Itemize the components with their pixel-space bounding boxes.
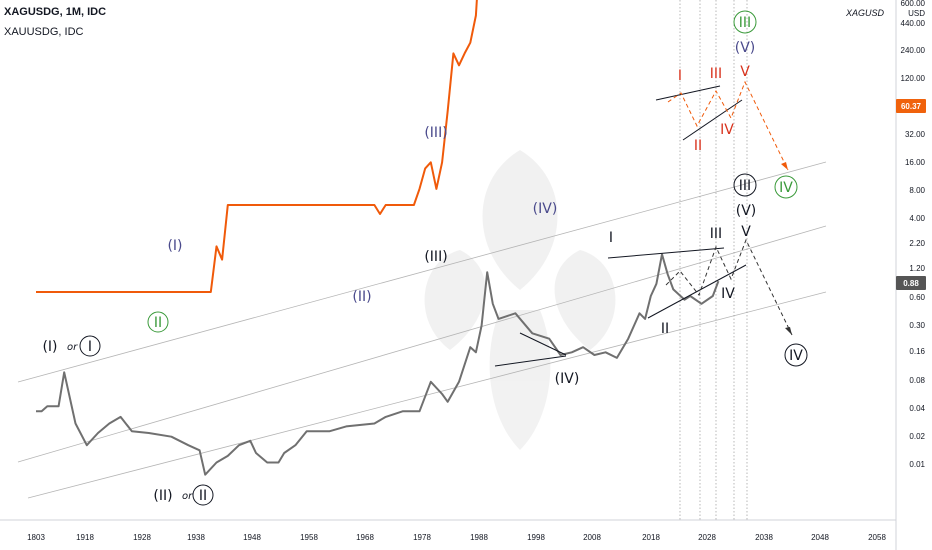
time-tick-label: 2028 <box>698 533 716 542</box>
time-tick-label: 2058 <box>868 533 886 542</box>
wave-label-silver-paren-iv: (IV) <box>533 201 558 217</box>
wave-label-ratio-cycle-i-circle <box>79 335 101 357</box>
wave-label-ratio-iii: III <box>710 226 722 242</box>
price-tag-silver-bg[interactable] <box>896 99 926 113</box>
wave-label-ratio-iv: IV <box>721 286 735 302</box>
wedge-line-ratio <box>607 247 725 259</box>
projection-arrow-ratio <box>785 327 792 335</box>
time-tick-label: 2008 <box>583 533 601 542</box>
wave-label-silver-v: V <box>740 64 750 80</box>
wave-or-text-1: or <box>67 342 78 353</box>
wave-label-silver-paren-i: (I) <box>167 238 182 254</box>
wave-label-silver-paren-v: (V) <box>735 40 756 56</box>
wedge-line-ratio <box>647 264 747 319</box>
wave-label-silver-paren-ii: (II) <box>352 289 371 305</box>
price-tick-label: 0.01 <box>909 460 925 469</box>
time-tick-label: 1998 <box>527 533 545 542</box>
price-tick-label: 4.00 <box>909 214 925 223</box>
chart-subtitle[interactable]: XAUUSDG, IDC <box>4 26 84 38</box>
wave-label-ratio-cycle-ii-circle <box>192 484 214 506</box>
watermark-leaf <box>489 310 551 450</box>
series-line-ratio[interactable] <box>36 253 720 476</box>
wedge-line-silver <box>682 99 743 141</box>
projection-arrow-silver <box>781 162 788 170</box>
wedge-line-ratio <box>494 355 567 367</box>
wave-label-ratio-cycle-iii: III <box>739 178 751 194</box>
price-tick-label: 120.00 <box>901 74 926 83</box>
wave-label-ratio-cycle-iii-circle <box>733 173 757 197</box>
wedge-line-silver <box>655 85 721 101</box>
wedge-line-ratio <box>519 332 567 356</box>
projection-path-silver <box>667 80 789 171</box>
wave-label-silver-paren-iii: (III) <box>424 125 447 141</box>
wave-label-ratio-cycle-ii: II <box>199 488 207 504</box>
price-tag-silver: 60.37 <box>901 102 922 111</box>
wave-label-ratio-paren-v: (V) <box>736 203 757 219</box>
watermark-leaf <box>424 250 486 350</box>
wave-label-silver-cycle-iv-circle <box>774 175 798 199</box>
channel-line <box>17 161 827 383</box>
price-tick-label: 0.30 <box>909 321 925 330</box>
time-tick-label: 1988 <box>470 533 488 542</box>
time-tick-label: 1928 <box>133 533 151 542</box>
price-tick-label: 240.00 <box>901 46 926 55</box>
time-tick-label: 2048 <box>811 533 829 542</box>
axis-symbol: XAGUSD <box>846 8 885 18</box>
time-tick-label: 2038 <box>755 533 773 542</box>
wave-label-ratio-paren-iv: (IV) <box>555 371 580 387</box>
wave-label-silver-cycle-iii-circle <box>733 10 757 34</box>
wave-label-ratio-paren-iii: (III) <box>424 249 447 265</box>
wave-label-silver-ii: II <box>694 138 702 154</box>
price-tag-ratio: 0.88 <box>903 279 919 288</box>
price-tick-label: 2.20 <box>909 239 925 248</box>
time-tick-label: 1938 <box>187 533 205 542</box>
watermark-logo <box>424 150 616 450</box>
price-tick-label: 8.00 <box>909 186 925 195</box>
wave-label-silver-cycle-ii: II <box>154 315 162 331</box>
watermark-leaf <box>554 250 616 350</box>
wave-label-silver-iv: IV <box>720 122 734 138</box>
price-tick-label: 0.16 <box>909 347 925 356</box>
price-tick-label: 1.20 <box>909 264 925 273</box>
time-tick-label: 1958 <box>300 533 318 542</box>
time-tick-label: 1968 <box>356 533 374 542</box>
price-tick-label: 0.04 <box>909 404 925 413</box>
wave-or-text-2: or <box>182 491 193 502</box>
price-tag-ratio-bg[interactable] <box>896 276 926 290</box>
price-tick-label: 600.00 <box>901 0 926 8</box>
wave-label-ratio-ii: II <box>661 321 669 337</box>
price-tick-label: 32.00 <box>905 130 926 139</box>
wave-label-ratio-cycle-iv-circle <box>784 343 808 367</box>
wave-label-silver-cycle-ii-circle <box>147 311 169 333</box>
wave-label-ratio-paren-ii: (II) <box>153 488 172 504</box>
wave-label-silver-cycle-iv: IV <box>779 180 793 196</box>
wave-label-ratio-i: I <box>609 230 613 246</box>
wave-label-silver-cycle-iii: III <box>739 15 751 31</box>
channel-line <box>17 225 827 463</box>
wave-label-ratio-cycle-iv: IV <box>789 348 803 364</box>
time-tick-label: 1948 <box>243 533 261 542</box>
chart-title[interactable]: XAGUSDG, 1M, IDC <box>4 6 107 18</box>
wave-label-ratio-v: V <box>741 224 751 240</box>
wave-label-ratio-paren-i: (I) <box>42 339 57 355</box>
price-tick-label: 440.00 <box>901 19 926 28</box>
time-tick-label: 1978 <box>413 533 431 542</box>
time-tick-label: 2018 <box>642 533 660 542</box>
price-tick-label: 0.60 <box>909 293 925 302</box>
series-line-silver[interactable] <box>36 0 718 293</box>
projection-path-ratio <box>665 238 793 336</box>
channel-line <box>27 291 827 499</box>
time-tick-label: 1918 <box>76 533 94 542</box>
currency-label: USD <box>908 9 925 18</box>
watermark-leaf <box>482 150 558 290</box>
wave-label-ratio-cycle-i: I <box>88 339 92 355</box>
wave-label-silver-iii: III <box>710 66 722 82</box>
price-tick-label: 16.00 <box>905 158 926 167</box>
time-tick-label: 1803 <box>27 533 45 542</box>
price-tick-label: 0.08 <box>909 376 925 385</box>
wave-label-silver-i: I <box>678 68 682 84</box>
price-tick-label: 0.02 <box>909 432 925 441</box>
